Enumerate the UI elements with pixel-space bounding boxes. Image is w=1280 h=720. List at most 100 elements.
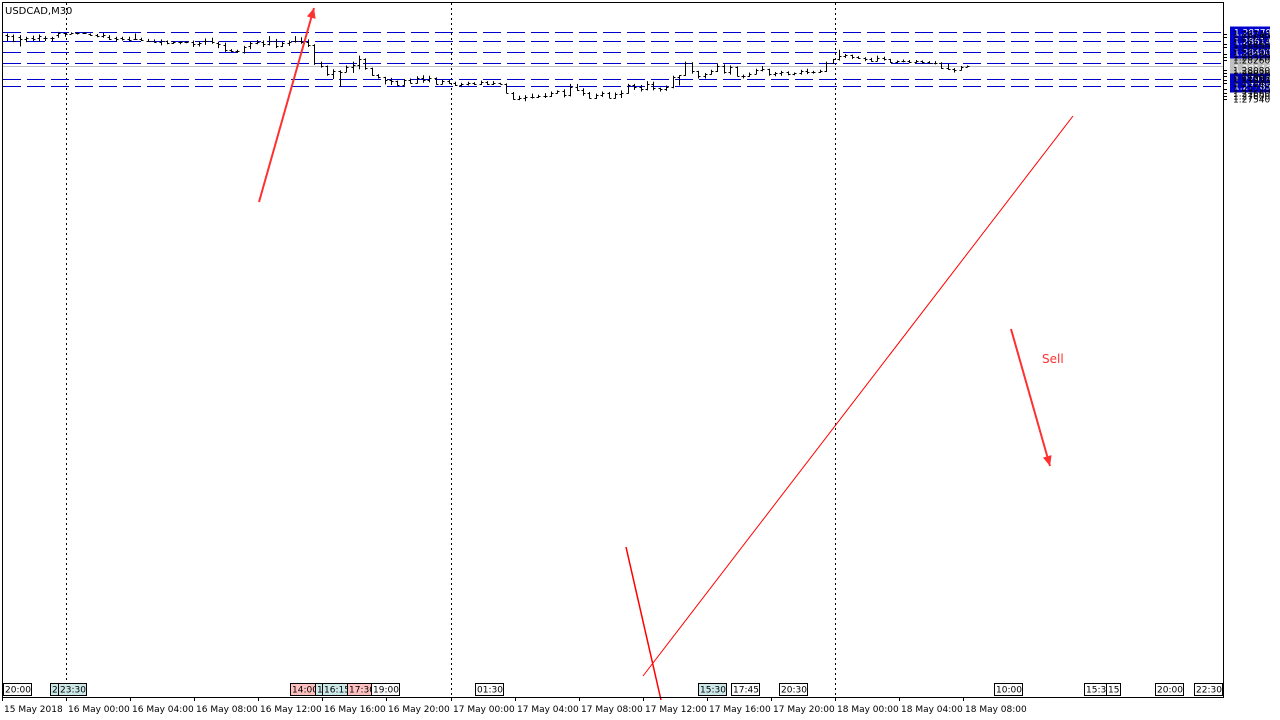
ohlc-bar bbox=[18, 35, 23, 47]
level-price-label: 1.28614 bbox=[1234, 38, 1271, 48]
ohlc-bar bbox=[171, 41, 176, 44]
time-tag: 1 bbox=[315, 683, 323, 696]
time-tag: 19:00 bbox=[371, 683, 400, 696]
time-tag-box bbox=[698, 683, 727, 696]
ohlc-bar bbox=[671, 75, 676, 89]
ohlc-bar bbox=[587, 92, 592, 99]
price-tick-label: 1.27960 bbox=[1233, 73, 1270, 83]
ohlc-bar bbox=[255, 39, 260, 45]
time-tag-label: 15:30 bbox=[700, 686, 726, 696]
ohlc-bar bbox=[696, 70, 701, 79]
ohlc-bar bbox=[965, 65, 970, 68]
bid-ask-price-tag bbox=[1230, 63, 1270, 74]
ohlc-bar bbox=[607, 92, 612, 99]
ohlc-bar bbox=[434, 77, 439, 85]
price-axis[interactable]: 1.287401.286801.285601.285001.283801.283… bbox=[1223, 31, 1270, 106]
ohlc-bar bbox=[127, 36, 132, 42]
up-arrow[interactable] bbox=[258, 7, 315, 203]
ohlc-bar bbox=[306, 39, 311, 48]
ohlc-bar bbox=[24, 36, 29, 43]
time-tag-box bbox=[371, 683, 400, 696]
price-bars bbox=[5, 31, 970, 102]
time-axis-label: 17 May 12:00 bbox=[645, 705, 707, 715]
ohlc-bar bbox=[370, 67, 375, 76]
ohlc-bar bbox=[133, 33, 138, 40]
ohlc-bar bbox=[319, 61, 324, 68]
ohlc-bar bbox=[645, 81, 650, 91]
uptrend-line[interactable] bbox=[642, 115, 1074, 677]
ohlc-bar bbox=[223, 42, 228, 52]
ohlc-bar bbox=[274, 38, 279, 49]
ohlc-bar bbox=[939, 62, 944, 69]
ohlc-bar bbox=[235, 49, 240, 53]
ohlc-bar bbox=[741, 74, 746, 79]
ohlc-bar bbox=[767, 68, 772, 76]
time-tag-label: 17:45 bbox=[733, 686, 759, 696]
bid-ask-lines: 1.281561.28146 bbox=[3, 58, 1271, 75]
ohlc-bar bbox=[63, 32, 68, 37]
time-tag: 20:30 bbox=[779, 683, 808, 696]
bid-ask-price-label: 1.28146 bbox=[1234, 65, 1271, 75]
sell-arrow[interactable] bbox=[1010, 328, 1051, 467]
ohlc-bar bbox=[197, 41, 202, 47]
ohlc-bar bbox=[267, 36, 272, 46]
time-tag-box bbox=[58, 683, 87, 696]
time-axis-label: 15 May 2018 bbox=[4, 705, 63, 715]
ohlc-bar bbox=[562, 89, 567, 98]
ohlc-bar bbox=[875, 55, 880, 62]
ohlc-bar bbox=[651, 81, 656, 91]
ohlc-bar bbox=[203, 38, 208, 45]
ohlc-bar bbox=[312, 44, 317, 65]
ohlc-bar bbox=[287, 40, 292, 46]
ohlc-bar bbox=[639, 84, 644, 92]
ohlc-bar bbox=[568, 83, 573, 97]
time-tag-box bbox=[3, 683, 32, 696]
ohlc-bar bbox=[632, 83, 637, 90]
time-tag-box bbox=[475, 683, 504, 696]
time-tag: 15:30 bbox=[698, 683, 727, 696]
ohlc-bar bbox=[440, 79, 445, 85]
ohlc-bar bbox=[242, 45, 247, 54]
ohlc-bar bbox=[415, 76, 420, 84]
time-tag: 23:30 bbox=[58, 683, 87, 696]
time-axis-label: 17 May 20:00 bbox=[773, 705, 835, 715]
ohlc-bar bbox=[549, 91, 554, 97]
ohlc-bar bbox=[773, 71, 778, 77]
time-axis-label: 17 May 04:00 bbox=[517, 705, 579, 715]
ohlc-bar bbox=[31, 35, 36, 42]
ohlc-bar bbox=[709, 69, 714, 75]
time-tag-box bbox=[1106, 683, 1121, 696]
ohlc-bar bbox=[703, 73, 708, 79]
time-tag-label: 15:30 bbox=[1086, 686, 1112, 696]
up-arrow-head bbox=[306, 8, 316, 19]
sell-arrow-head bbox=[1042, 455, 1052, 466]
ohlc-bar bbox=[485, 81, 490, 85]
ohlc-bar bbox=[107, 35, 112, 40]
time-tag: 15 bbox=[1106, 683, 1121, 696]
ohlc-bar bbox=[299, 37, 304, 44]
price-tick-label: 1.28680 bbox=[1233, 34, 1270, 44]
time-axis-label: 17 May 16:00 bbox=[709, 705, 771, 715]
time-tag-box bbox=[731, 683, 760, 696]
ohlc-bar bbox=[383, 76, 388, 85]
level-price-tag bbox=[1230, 80, 1270, 93]
time-tag: 22:30 bbox=[1194, 683, 1223, 696]
time-tag-label: 15 bbox=[1108, 686, 1119, 696]
ohlc-bar bbox=[50, 36, 55, 42]
sell-annotation: Sell bbox=[1042, 352, 1064, 366]
trendlines-and-arrows[interactable] bbox=[258, 7, 1074, 701]
price-tick-label: 1.27540 bbox=[1233, 96, 1270, 106]
time-axis[interactable]: 15 May 2018 16 May 00:00 16 May 04:00 16 Ma… bbox=[2, 697, 1027, 715]
time-axis-label: 16 May 20:00 bbox=[388, 705, 450, 715]
down-line[interactable] bbox=[625, 546, 662, 701]
ohlc-bar bbox=[952, 68, 957, 73]
ohlc-bar bbox=[735, 66, 740, 77]
ohlc-bar bbox=[56, 31, 61, 38]
ohlc-bar bbox=[357, 55, 362, 70]
time-tag: 20:00 bbox=[1155, 683, 1184, 696]
ohlc-bar bbox=[191, 40, 196, 48]
ohlc-bar bbox=[946, 63, 951, 70]
ohlc-bar bbox=[715, 63, 720, 72]
ohlc-bar bbox=[95, 34, 100, 38]
